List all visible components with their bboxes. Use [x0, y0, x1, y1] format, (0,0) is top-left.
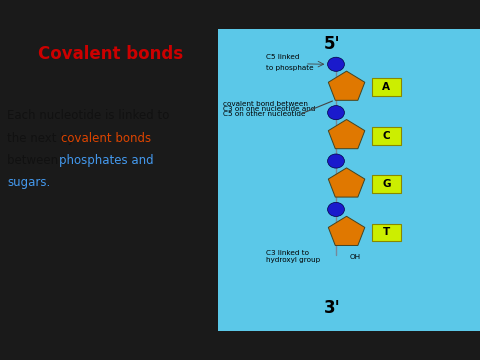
Text: OH: OH — [349, 254, 360, 260]
FancyBboxPatch shape — [372, 175, 401, 193]
Text: phosphates and: phosphates and — [59, 154, 154, 167]
Text: between the: between the — [7, 154, 85, 167]
Text: A: A — [383, 82, 390, 92]
Text: covalent bond between: covalent bond between — [223, 102, 308, 107]
Polygon shape — [328, 71, 365, 100]
Text: G: G — [382, 179, 391, 189]
Text: C5 linked: C5 linked — [266, 54, 300, 60]
Polygon shape — [328, 216, 365, 246]
Text: hydroxyl group: hydroxyl group — [266, 257, 321, 263]
Text: C3 linked to: C3 linked to — [266, 250, 310, 256]
Text: Covalent bonds: Covalent bonds — [38, 45, 183, 63]
FancyBboxPatch shape — [372, 224, 401, 241]
Text: Each nucleotide is linked to: Each nucleotide is linked to — [7, 109, 169, 122]
FancyBboxPatch shape — [372, 78, 401, 96]
Circle shape — [327, 202, 344, 216]
FancyBboxPatch shape — [372, 127, 401, 144]
Text: C3 on one nucleotide and: C3 on one nucleotide and — [223, 106, 315, 112]
Text: 5': 5' — [324, 35, 340, 53]
Bar — [218, 29, 480, 331]
Text: C: C — [383, 131, 390, 141]
Text: C5 on other nucleotide: C5 on other nucleotide — [223, 111, 306, 117]
Circle shape — [327, 105, 344, 120]
Circle shape — [327, 154, 344, 168]
Text: sugars.: sugars. — [7, 176, 50, 189]
Polygon shape — [328, 168, 365, 197]
Text: to phosphate: to phosphate — [266, 65, 314, 71]
Text: T: T — [383, 228, 390, 237]
Text: the next by: the next by — [7, 132, 79, 145]
Polygon shape — [328, 120, 365, 149]
Text: covalent bonds: covalent bonds — [61, 132, 152, 145]
Circle shape — [327, 57, 344, 71]
Text: 3': 3' — [324, 299, 340, 317]
